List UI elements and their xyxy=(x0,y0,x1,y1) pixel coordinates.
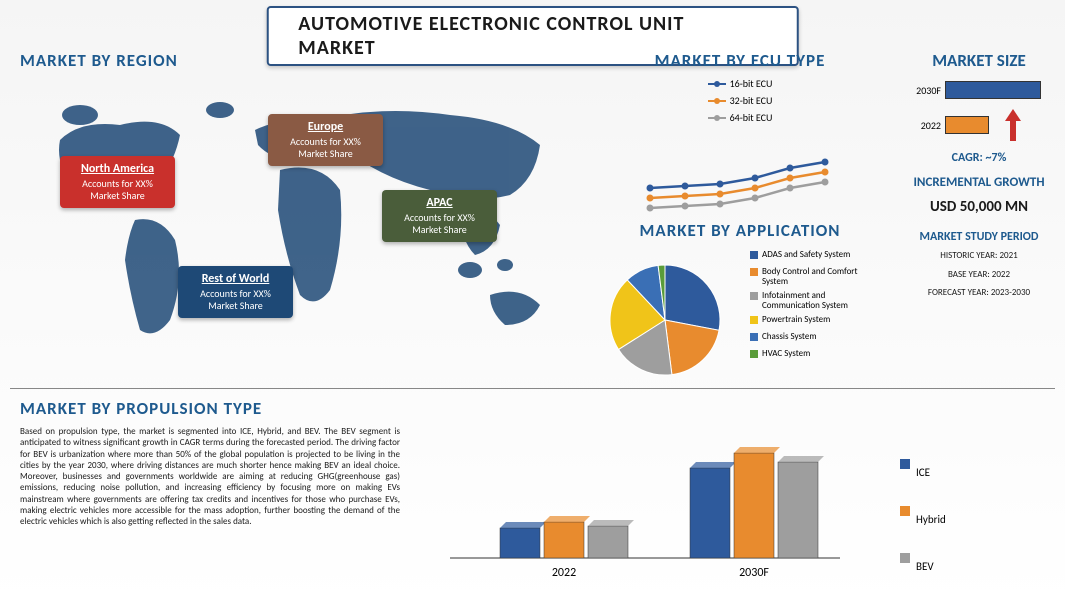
divider xyxy=(10,388,1055,389)
propulsion-section: MARKET BY PROPULSION TYPE Based on propu… xyxy=(20,398,1045,593)
region-box-apac: APACAccounts for XX%Market Share xyxy=(382,190,497,242)
ecu-title: MARKET BY ECU TYPE xyxy=(600,50,880,71)
region-box-north-america: North AmericaAccounts for XX%Market Shar… xyxy=(60,156,175,208)
study-line: HISTORIC YEAR: 2021 xyxy=(905,250,1053,263)
size-bar-row: 2022 xyxy=(905,105,1053,145)
world-map: North AmericaAccounts for XX%Market Shar… xyxy=(20,80,580,380)
region-box-europe: EuropeAccounts for XX%Market Share xyxy=(268,114,383,166)
ecu-line-chart xyxy=(630,126,850,221)
pie-chart xyxy=(600,250,740,380)
size-bar-row: 2030F xyxy=(905,81,1053,99)
svg-text:2022: 2022 xyxy=(552,566,576,580)
propulsion-bar-chart: 2022 2030F xyxy=(420,418,870,588)
pie-legend-item: Infotainment and Communication System xyxy=(750,291,880,311)
ecu-legend-item: 64-bit ECU xyxy=(708,111,773,124)
prop-legend-item: ICE xyxy=(900,458,946,487)
study-title: MARKET STUDY PERIOD xyxy=(905,230,1053,244)
size-section: MARKET SIZE 2030F 2022 CAGR: ~7% INCREMEN… xyxy=(905,50,1053,300)
propulsion-legend: ICE Hybrid BEV xyxy=(900,458,946,599)
ecu-legend-item: 32-bit ECU xyxy=(708,94,773,107)
prop-legend-item: BEV xyxy=(900,552,946,581)
cagr-text: CAGR: ~7% xyxy=(952,151,1007,165)
study-lines: HISTORIC YEAR: 2021 BASE YEAR: 2022 FORECA… xyxy=(905,250,1053,300)
incremental-title: INCREMENTAL GROWTH xyxy=(905,175,1053,190)
region-box-rest-of-world: Rest of WorldAccounts for XX%Market Shar… xyxy=(178,266,293,318)
propulsion-text: Based on propulsion type, the market is … xyxy=(20,426,400,527)
application-section: MARKET BY APPLICATION ADAS and Safety Sy… xyxy=(600,220,880,380)
study-line: FORECAST YEAR: 2023-2030 xyxy=(905,287,1053,300)
study-line: BASE YEAR: 2022 xyxy=(905,269,1053,282)
prop-legend-item: Hybrid xyxy=(900,505,946,534)
ecu-section: MARKET BY ECU TYPE 16-bit ECU 32-bit ECU 6… xyxy=(600,50,880,200)
region-section: MARKET BY REGION North AmericaAccounts f… xyxy=(20,50,580,380)
size-bars: 2030F 2022 xyxy=(905,81,1053,145)
pie-legend: ADAS and Safety System Body Control and C… xyxy=(750,250,880,366)
size-title: MARKET SIZE xyxy=(905,50,1053,71)
ecu-legend: 16-bit ECU 32-bit ECU 64-bit ECU xyxy=(600,75,880,126)
pie-legend-item: Chassis System xyxy=(750,332,880,345)
ecu-legend-item: 16-bit ECU xyxy=(708,77,773,90)
svg-text:2030F: 2030F xyxy=(739,566,769,580)
propulsion-title: MARKET BY PROPULSION TYPE xyxy=(20,398,1045,419)
pie-legend-item: Body Control and Comfort System xyxy=(750,267,880,287)
region-title: MARKET BY REGION xyxy=(20,50,580,71)
propulsion-chart-wrap: 2022 2030F xyxy=(420,418,870,588)
application-title: MARKET BY APPLICATION xyxy=(600,220,880,241)
pie-legend-item: Powertrain System xyxy=(750,315,880,328)
incremental-value: USD 50,000 MN xyxy=(905,198,1053,216)
pie-wrap xyxy=(600,250,740,380)
pie-legend-item: ADAS and Safety System xyxy=(750,250,880,263)
pie-legend-item: HVAC System xyxy=(750,349,880,362)
